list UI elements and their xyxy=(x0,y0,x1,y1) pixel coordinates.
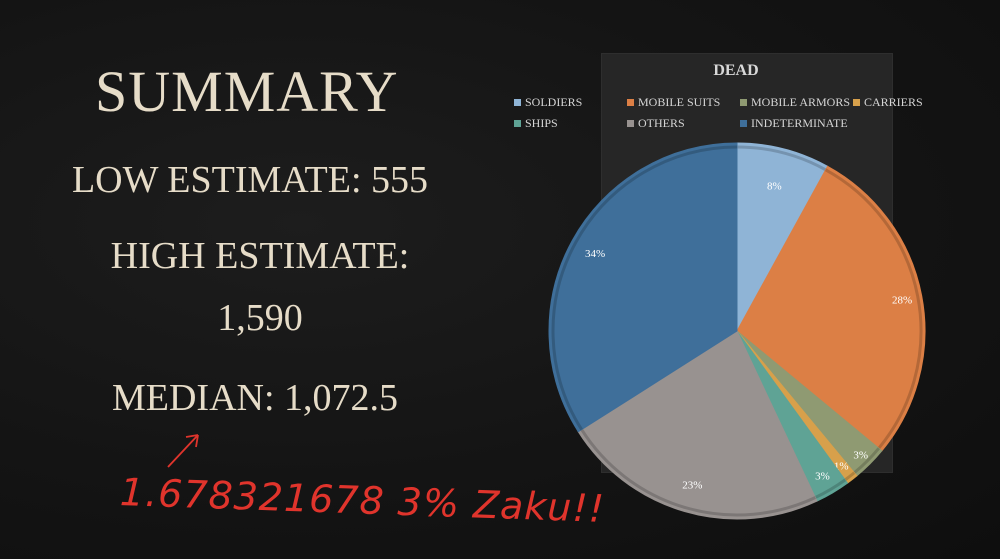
low-estimate: LOW ESTIMATE: 555 xyxy=(71,159,429,201)
pie-label-ships: 3% xyxy=(815,471,830,483)
pie-slice-rim-soldiers xyxy=(736,145,827,172)
legend-swatch-others xyxy=(627,120,634,127)
pie-label-mobile-armors: 3% xyxy=(853,450,868,462)
legend-item-indeterminate: INDETERMINATE xyxy=(740,116,848,131)
pie-slice-others xyxy=(577,330,818,520)
legend-label-others: OTHERS xyxy=(638,116,685,130)
pie-label-others: 23% xyxy=(682,480,702,492)
legend-label-ships: SHIPS xyxy=(525,116,558,130)
legend-label-mobile-suits: MOBILE SUITS xyxy=(638,95,721,109)
legend-label-mobile-armors: MOBILE ARMORS xyxy=(751,95,851,109)
legend-swatch-carriers xyxy=(853,99,860,106)
pie-slice-rim-others xyxy=(580,428,816,517)
legend-label-soldiers: SOLDIERS xyxy=(525,95,583,109)
legend-swatch-mobile-suits xyxy=(627,99,634,106)
pie-label-soldiers: 8% xyxy=(767,181,782,193)
high-estimate-value: 1,590 xyxy=(217,297,303,339)
legend-label-carriers: CARRIERS xyxy=(864,95,923,109)
legend-item-others: OTHERS xyxy=(627,116,685,131)
pie-slice-rim-mobile-suits xyxy=(824,168,923,450)
legend-swatch-mobile-armors xyxy=(740,99,747,106)
median: MEDIAN: 1,072.5 xyxy=(111,377,399,419)
pie-label-mobile-suits: 28% xyxy=(892,295,912,307)
legend-item-mobile-suits: MOBILE SUITS xyxy=(627,95,720,110)
high-estimate-label: HIGH ESTIMATE: xyxy=(110,235,410,277)
pie-slice-mobile-suits xyxy=(736,165,926,452)
pie-label-indeterminate: 34% xyxy=(585,248,605,260)
legend-item-soldiers: SOLDIERS xyxy=(514,95,582,110)
legend-swatch-soldiers xyxy=(514,99,521,106)
legend-swatch-indeterminate xyxy=(740,120,747,127)
summary-title: SUMMARY xyxy=(95,59,399,124)
pie-slice-rim-indeterminate xyxy=(551,145,738,431)
legend-label-indeterminate: INDETERMINATE xyxy=(751,116,848,130)
legend-item-ships: SHIPS xyxy=(514,116,558,131)
chart-title: DEAD xyxy=(713,62,759,79)
pie-slice-indeterminate xyxy=(548,142,738,433)
arrow-icon xyxy=(167,434,199,468)
pie-slice-soldiers xyxy=(736,142,829,332)
legend-swatch-ships xyxy=(514,120,521,127)
legend-item-mobile-armors: MOBILE ARMORS xyxy=(740,95,850,110)
legend-item-carriers: CARRIERS xyxy=(853,95,923,110)
